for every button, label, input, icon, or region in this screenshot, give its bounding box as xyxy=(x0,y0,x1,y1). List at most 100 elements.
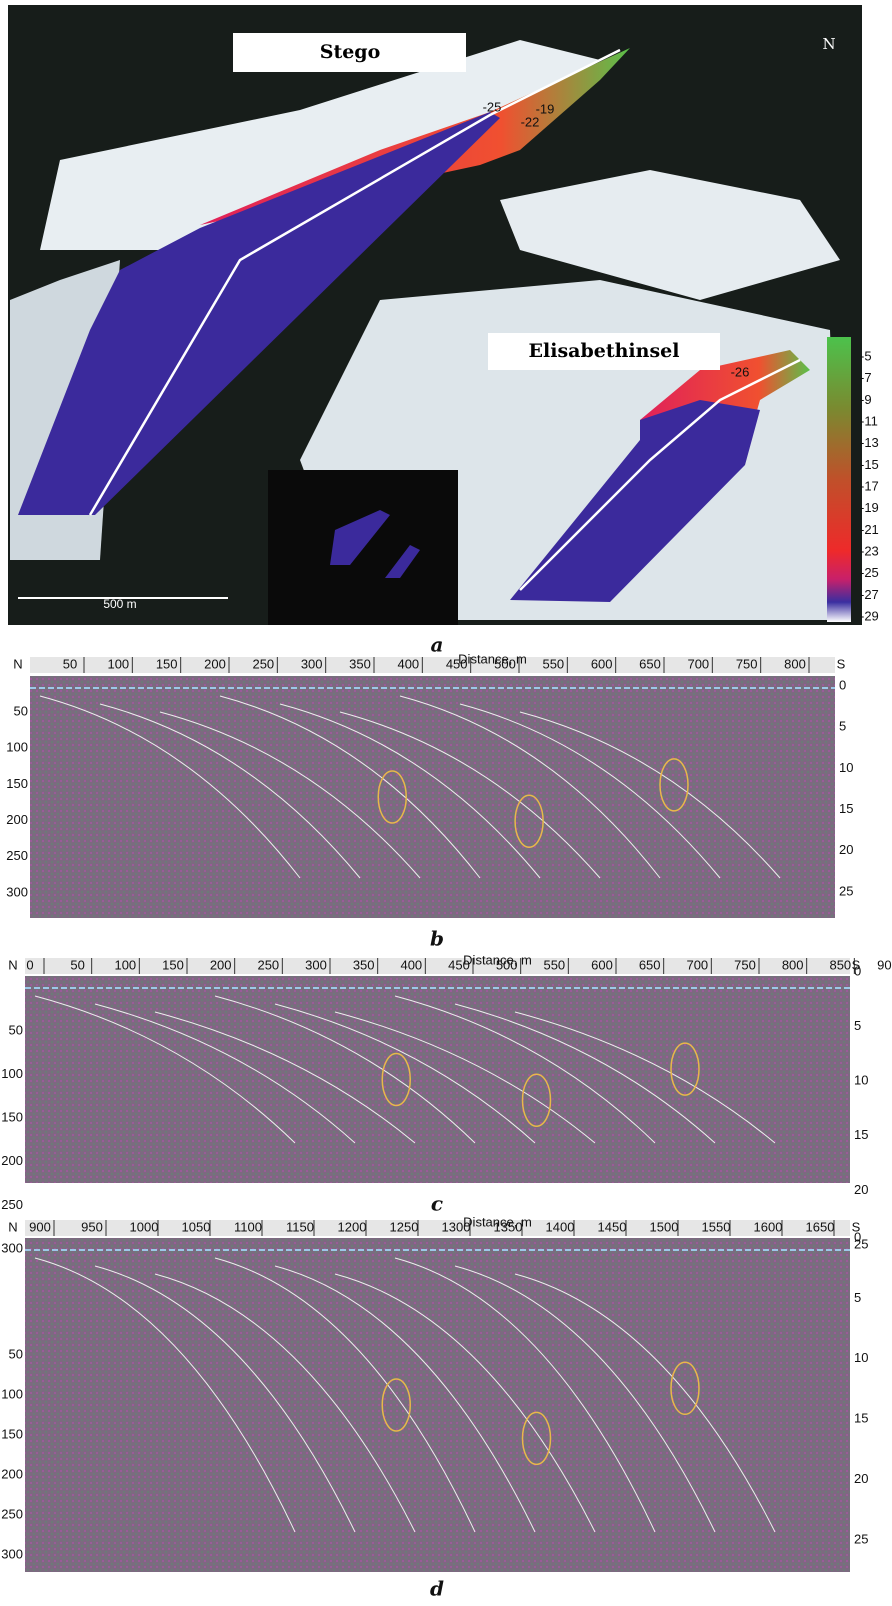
depth-tick-label: 100 xyxy=(1,1066,23,1081)
distance-tick-label: 150 xyxy=(156,656,178,671)
depth-tick-label: 200 xyxy=(6,812,28,827)
axis-bar xyxy=(30,657,835,673)
colorbar-label: -17 xyxy=(860,478,879,493)
site-label: Elisabethinsel xyxy=(529,340,680,362)
distance-tick-label: 1500 xyxy=(650,1219,679,1234)
north-label: N xyxy=(8,1219,17,1234)
depth-tick-label: 15 xyxy=(854,1127,868,1142)
distance-tick-label: 550 xyxy=(542,656,564,671)
depth-tick-label: 300 xyxy=(1,1240,23,1255)
panel-label: c xyxy=(431,1192,443,1216)
contour-label: -22 xyxy=(521,114,540,129)
north-label: N xyxy=(13,656,22,671)
distance-tick-label: 400 xyxy=(400,957,422,972)
distance-tick-label: 900 xyxy=(29,1219,51,1234)
axis-bar xyxy=(25,958,850,974)
colorbar-label: -23 xyxy=(860,543,879,558)
depth-tick-label: 10 xyxy=(839,760,853,775)
colorbar-label: -27 xyxy=(860,587,879,602)
distance-tick-label: 1150 xyxy=(286,1219,314,1234)
distance-tick-label: 750 xyxy=(734,957,756,972)
depth-tick-label: 50 xyxy=(9,1346,23,1361)
distance-tick-label: 600 xyxy=(591,957,613,972)
colorbar-label: -5 xyxy=(860,348,872,363)
map: Stego Elisabethinsel N 500 m xyxy=(8,5,862,625)
depth-tick-label: 250 xyxy=(6,848,28,863)
depth-tick-label: 5 xyxy=(854,1018,861,1033)
distance-tick-label: 650 xyxy=(639,957,661,972)
radargram xyxy=(25,976,850,1183)
depth-tick-label: 25 xyxy=(854,1531,868,1546)
distance-tick-label: 250 xyxy=(252,656,274,671)
depth-tick-label: 300 xyxy=(6,884,28,899)
distance-tick-label: 300 xyxy=(301,656,323,671)
depth-tick-label: 5 xyxy=(854,1290,861,1305)
distance-tick-label: 650 xyxy=(639,656,661,671)
distance-tick-label: 350 xyxy=(353,957,375,972)
north-label: N xyxy=(8,957,17,972)
distance-tick-label: 200 xyxy=(204,656,226,671)
south-label: S xyxy=(837,656,846,671)
radargram xyxy=(30,676,835,918)
axis-title: Distance, m xyxy=(458,651,527,666)
site-label: Stego xyxy=(320,41,381,63)
colorbar-label: -9 xyxy=(860,392,872,407)
depth-tick-label: 150 xyxy=(6,776,28,791)
depth-tick-label: 150 xyxy=(1,1110,23,1125)
axis-title: Distance, m xyxy=(463,952,532,967)
colorbar-label: -15 xyxy=(860,457,879,472)
depth-tick-label: 250 xyxy=(1,1506,23,1521)
colorbar xyxy=(827,337,851,622)
depth-tick-label: 150 xyxy=(1,1426,23,1441)
depth-tick-label: 0 xyxy=(854,963,861,978)
depth-tick-label: 300 xyxy=(1,1546,23,1561)
distance-tick-label: 50 xyxy=(63,656,77,671)
contour-label: -25 xyxy=(483,99,502,114)
distance-tick-label: 1100 xyxy=(234,1219,262,1234)
depth-tick-label: 200 xyxy=(1,1466,23,1481)
distance-tick-label: 1050 xyxy=(182,1219,211,1234)
contour-label: -26 xyxy=(731,364,750,379)
distance-tick-label: 1400 xyxy=(546,1219,575,1234)
distance-tick-label: 850 xyxy=(829,957,851,972)
depth-tick-label: 50 xyxy=(9,1022,23,1037)
distance-tick-label: 950 xyxy=(81,1219,103,1234)
depth-tick-label: 50 xyxy=(14,703,28,718)
distance-tick-label: 0 xyxy=(26,957,33,972)
distance-tick-label: 50 xyxy=(70,957,84,972)
depth-tick-label: 20 xyxy=(839,842,853,857)
colorbar-label: -19 xyxy=(860,500,879,515)
distance-tick-label: 550 xyxy=(543,957,565,972)
panel-label: b xyxy=(430,927,444,951)
distance-tick-label: 1200 xyxy=(338,1219,367,1234)
colorbar-label: -29 xyxy=(860,608,879,623)
distance-tick-label: 750 xyxy=(736,656,758,671)
distance-tick-label: 300 xyxy=(305,957,327,972)
depth-tick-label: 15 xyxy=(839,801,853,816)
distance-tick-label: 800 xyxy=(782,957,804,972)
depth-tick-label: 10 xyxy=(854,1073,868,1088)
depth-tick-label: 100 xyxy=(1,1386,23,1401)
distance-tick-label: 250 xyxy=(257,957,279,972)
distance-tick-label: 1550 xyxy=(702,1219,731,1234)
distance-tick-label: 1250 xyxy=(390,1219,419,1234)
distance-tick-label: 350 xyxy=(349,656,371,671)
colorbar-label: -13 xyxy=(860,435,879,450)
radargram xyxy=(25,1238,850,1572)
distance-tick-label: 700 xyxy=(686,957,708,972)
depth-tick-label: 10 xyxy=(854,1350,868,1365)
colorbar-label: -7 xyxy=(860,370,872,385)
colorbar-label: -25 xyxy=(860,565,879,580)
depth-tick-label: 25 xyxy=(839,883,853,898)
depth-tick-label: 0 xyxy=(854,1229,861,1244)
colorbar-label: -11 xyxy=(860,413,878,428)
distance-tick-label: 700 xyxy=(687,656,709,671)
distance-tick-label: 1650 xyxy=(806,1219,835,1234)
colorbar-label: -21 xyxy=(860,522,879,537)
distance-tick-label: 150 xyxy=(162,957,184,972)
distance-tick-label: 400 xyxy=(397,656,419,671)
depth-tick-label: 5 xyxy=(839,719,846,734)
distance-tick-label: 200 xyxy=(210,957,232,972)
depth-tick-label: 20 xyxy=(854,1471,868,1486)
distance-tick-label: 1600 xyxy=(754,1219,783,1234)
